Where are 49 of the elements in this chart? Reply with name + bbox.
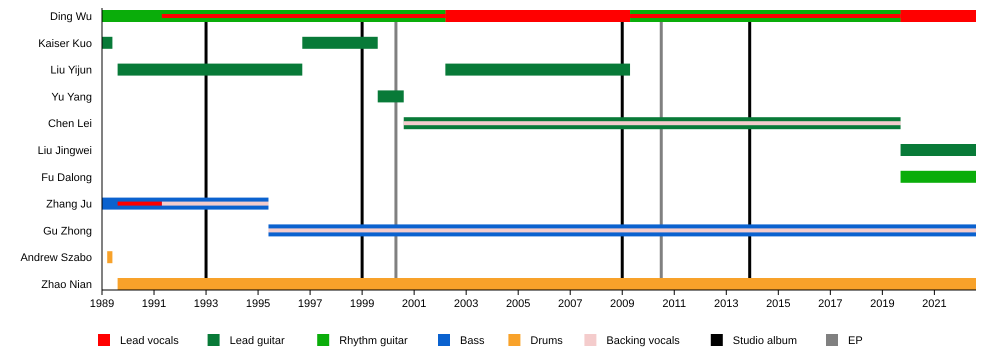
x-tick-label: 2003 xyxy=(454,298,478,310)
bar xyxy=(118,278,976,290)
y-tick-label: Chen Lei xyxy=(48,118,92,130)
y-tick-label: Zhao Nian xyxy=(41,279,92,291)
y-tick-label: Liu Jingwei xyxy=(38,145,92,157)
y-tick-label: Liu Yijun xyxy=(50,64,92,77)
bar xyxy=(404,121,901,126)
legend-label: Backing vocals xyxy=(606,335,680,347)
bar xyxy=(102,36,112,49)
x-tick-label: 2019 xyxy=(870,298,895,310)
x-tick-label: 2015 xyxy=(766,298,791,310)
x-tick-label: 1989 xyxy=(90,298,114,310)
y-tick-label: Ding Wu xyxy=(50,11,92,23)
x-tick-label: 1997 xyxy=(298,298,322,310)
x-tick-label: 2017 xyxy=(818,298,843,310)
legend-label: Lead guitar xyxy=(230,335,285,347)
bar xyxy=(162,202,268,206)
x-tick-label: 2021 xyxy=(922,298,947,310)
y-tick-label: Fu Dalong xyxy=(41,172,92,184)
x-tick-label: 2005 xyxy=(506,298,530,310)
bar xyxy=(900,170,976,183)
x-tick-label: 2011 xyxy=(662,298,686,310)
bar xyxy=(268,228,976,232)
x-tick-label: 1995 xyxy=(246,298,270,310)
legend-label: Drums xyxy=(530,335,564,347)
bar xyxy=(378,90,404,102)
bar xyxy=(445,64,630,76)
bar xyxy=(118,64,302,76)
bar xyxy=(118,202,162,206)
x-tick-label: 1991 xyxy=(142,298,166,310)
legend-label: EP xyxy=(848,335,863,347)
bar xyxy=(107,251,112,264)
bar xyxy=(900,144,976,156)
legend-label: Rhythm guitar xyxy=(339,335,408,347)
x-tick-label: 1999 xyxy=(350,298,374,310)
y-tick-label: Zhang Ju xyxy=(46,198,92,211)
bar xyxy=(302,36,378,49)
legend-label: Lead vocals xyxy=(120,335,180,347)
legend-label: Bass xyxy=(460,335,485,347)
y-tick-label: Gu Zhong xyxy=(43,225,92,238)
x-tick-label: 2009 xyxy=(610,298,634,310)
x-tick-label: 2013 xyxy=(714,298,739,310)
legend-label: Studio album xyxy=(732,335,798,347)
y-tick-label: Kaiser Kuo xyxy=(38,38,92,50)
x-tick-label: 2007 xyxy=(558,298,582,310)
y-tick-label: Andrew Szabo xyxy=(20,252,92,264)
x-tick-label: 2001 xyxy=(402,298,426,310)
x-tick-label: 1993 xyxy=(194,298,218,310)
y-tick-label: Yu Yang xyxy=(51,91,92,104)
